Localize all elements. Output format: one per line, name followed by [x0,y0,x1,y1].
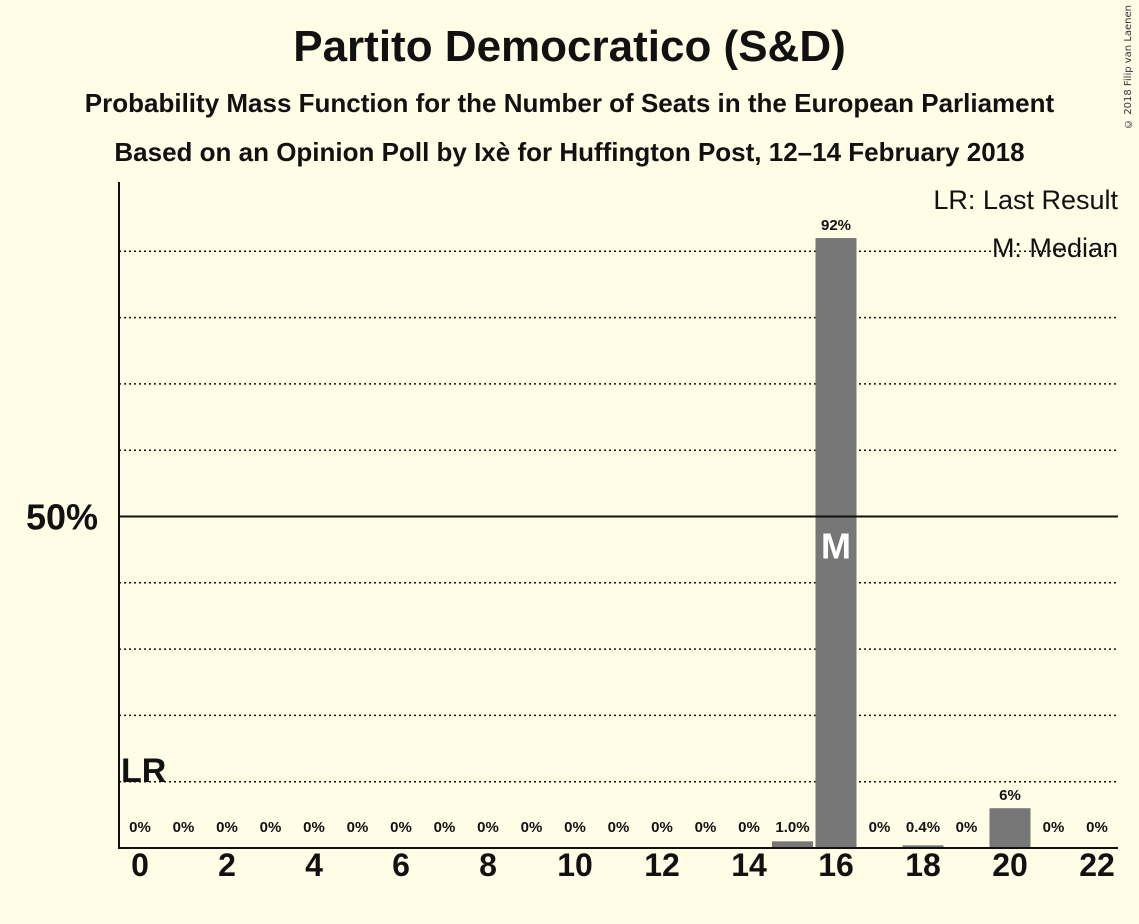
data-label: 0% [260,819,282,836]
data-label: 0% [1086,819,1108,836]
data-label: 0% [869,819,891,836]
x-tick-label: 10 [557,847,593,883]
data-label: 0% [173,819,195,836]
data-label: 0% [347,819,369,836]
data-label: 0% [477,819,499,836]
data-label: 0% [216,819,238,836]
data-label: 0% [956,819,978,836]
data-label: 0.4% [906,819,940,836]
chart-title: Partito Democratico (S&D) [293,22,846,71]
x-tick-label: 14 [731,847,767,883]
data-label: 0% [651,819,673,836]
data-label: 0% [390,819,412,836]
x-tick-label: 16 [818,847,854,883]
bar-seat-16 [815,238,857,849]
data-label: 0% [521,819,543,836]
x-tick-label: 18 [905,847,941,883]
legend-median: M: Median [992,233,1118,263]
bar-seat-20 [989,808,1031,848]
data-label: 0% [129,819,151,836]
x-tick-label: 2 [218,847,236,883]
data-label: 0% [434,819,456,836]
data-label: 92% [821,217,851,234]
x-tick-label: 12 [644,847,680,883]
data-label: 0% [564,819,586,836]
legend-last-result: LR: Last Result [933,185,1118,215]
data-label: 0% [303,819,325,836]
data-label: 0% [608,819,630,836]
y-tick-label: 50% [26,497,98,538]
data-label: 0% [1043,819,1065,836]
bar-seat-18 [902,845,944,848]
chart-subtitle: Probability Mass Function for the Number… [84,88,1055,118]
last-result-marker: LR [121,752,166,790]
chart-subtitle-source: Based on an Opinion Poll by Ixè for Huff… [114,137,1025,167]
data-label: 1.0% [775,819,809,836]
data-label: 0% [738,819,760,836]
x-tick-label: 8 [479,847,497,883]
data-label: 6% [999,787,1021,804]
median-marker: M [821,526,851,567]
x-tick-label: 20 [992,847,1028,883]
x-tick-label: 4 [305,847,323,883]
x-tick-label: 22 [1079,847,1115,883]
data-label: 0% [695,819,717,836]
bar-seat-15 [772,841,813,848]
x-tick-label: 0 [131,847,149,883]
x-tick-label: 6 [392,847,410,883]
